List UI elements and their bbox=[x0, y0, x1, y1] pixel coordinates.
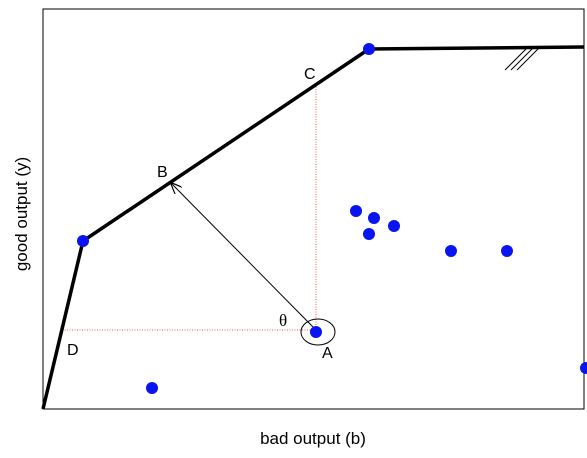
observation-point bbox=[580, 362, 587, 374]
observation-point bbox=[388, 220, 400, 232]
observation-point bbox=[445, 245, 457, 257]
observation-point bbox=[350, 205, 362, 217]
y-axis-label: good output (y) bbox=[12, 157, 31, 271]
label-c: C bbox=[304, 66, 316, 83]
observation-point bbox=[501, 245, 513, 257]
plot-frame bbox=[42, 8, 585, 410]
frontier-line bbox=[41, 45, 585, 410]
direction-arrow bbox=[171, 183, 315, 329]
observation-points bbox=[77, 43, 587, 394]
label-b: B bbox=[157, 164, 168, 181]
label-d: D bbox=[67, 342, 79, 359]
observation-point bbox=[368, 212, 380, 224]
angle-theta: θ bbox=[279, 311, 287, 330]
hatch-marks bbox=[504, 46, 541, 71]
highlight-ring-a bbox=[300, 318, 336, 346]
observation-point bbox=[146, 382, 158, 394]
label-a: A bbox=[322, 345, 333, 362]
observation-point bbox=[363, 228, 375, 240]
point-a-dot bbox=[310, 326, 322, 338]
x-axis-label: bad output (b) bbox=[260, 429, 366, 448]
frontier-point bbox=[363, 43, 375, 55]
frontier-point bbox=[77, 235, 89, 247]
